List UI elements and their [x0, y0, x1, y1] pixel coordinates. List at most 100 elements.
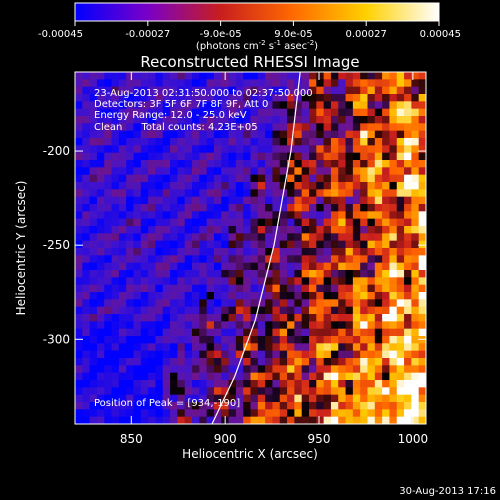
heatmap-pixel: [243, 233, 251, 242]
heatmap-pixel: [148, 101, 156, 110]
heatmap-pixel: [389, 321, 398, 330]
heatmap-pixel: [192, 262, 200, 271]
heatmap-pixel: [272, 343, 281, 352]
heatmap-pixel: [418, 284, 426, 293]
heatmap-pixel: [279, 240, 288, 249]
heatmap-pixel: [140, 328, 149, 337]
heatmap-pixel: [382, 226, 390, 234]
heatmap-pixel: [396, 233, 405, 242]
heatmap-pixel: [192, 101, 200, 110]
heatmap-pixel: [294, 196, 303, 205]
heatmap-pixel: [265, 94, 273, 102]
heatmap-pixel: [272, 174, 281, 183]
heatmap-pixel: [199, 160, 208, 168]
heatmap-pixel: [272, 336, 281, 344]
heatmap-pixel: [301, 306, 310, 315]
heatmap-pixel: [82, 233, 91, 242]
heatmap-pixel: [265, 321, 273, 330]
heatmap-pixel: [213, 101, 222, 110]
heatmap-pixel: [374, 292, 383, 300]
heatmap-pixel: [213, 350, 222, 359]
heatmap-pixel: [192, 72, 200, 80]
heatmap-pixel: [155, 145, 164, 154]
heatmap-pixel: [294, 409, 303, 418]
heatmap-pixel: [96, 123, 105, 132]
heatmap-pixel: [235, 101, 244, 110]
heatmap-pixel: [243, 372, 251, 381]
heatmap-pixel: [345, 233, 354, 242]
heatmap-pixel: [133, 79, 142, 88]
heatmap-pixel: [243, 138, 251, 146]
heatmap-pixel: [257, 101, 266, 110]
heatmap-pixel: [228, 211, 237, 220]
heatmap-pixel: [133, 255, 142, 264]
heatmap-pixel: [213, 152, 222, 161]
heatmap-pixel: [272, 299, 281, 308]
heatmap-pixel: [309, 116, 317, 124]
heatmap-pixel: [309, 336, 317, 344]
heatmap-pixel: [330, 116, 339, 124]
heatmap-pixel: [162, 240, 171, 249]
heatmap-pixel: [287, 86, 295, 95]
heatmap-pixel: [294, 299, 303, 308]
heatmap-pixel: [250, 130, 259, 139]
heatmap-pixel: [374, 233, 383, 242]
heatmap-pixel: [75, 152, 83, 161]
heatmap-pixel: [82, 343, 91, 352]
heatmap-pixel: [228, 328, 237, 337]
heatmap-pixel: [301, 218, 310, 227]
heatmap-pixel: [382, 387, 390, 396]
heatmap-pixel: [96, 336, 105, 344]
heatmap-pixel: [170, 409, 178, 418]
heatmap-pixel: [309, 306, 317, 315]
heatmap-pixel: [265, 218, 273, 227]
heatmap-pixel: [96, 182, 105, 190]
heatmap-pixel: [404, 416, 412, 424]
heatmap-pixel: [272, 402, 281, 410]
heatmap-pixel: [162, 226, 171, 234]
heatmap-pixel: [140, 416, 149, 424]
heatmap-pixel: [382, 72, 390, 80]
heatmap-pixel: [155, 86, 164, 95]
heatmap-pixel: [250, 380, 259, 388]
heatmap-pixel: [89, 108, 98, 117]
heatmap-pixel: [104, 86, 112, 95]
heatmap-pixel: [418, 343, 426, 352]
heatmap-pixel: [301, 160, 310, 168]
heatmap-pixel: [243, 86, 251, 95]
heatmap-pixel: [294, 343, 303, 352]
heatmap-pixel: [265, 167, 273, 176]
heatmap-pixel: [199, 387, 208, 396]
heatmap-pixel: [75, 240, 83, 249]
heatmap-pixel: [228, 277, 237, 286]
heatmap-pixel: [257, 145, 266, 154]
heatmap-pixel: [360, 409, 368, 418]
heatmap-pixel: [235, 226, 244, 234]
heatmap-pixel: [301, 138, 310, 146]
heatmap-pixel: [316, 240, 325, 249]
heatmap-pixel: [82, 306, 91, 315]
heatmap-pixel: [382, 262, 390, 271]
heatmap-pixel: [170, 240, 178, 249]
heatmap-pixel: [170, 211, 178, 220]
heatmap-pixel: [118, 211, 127, 220]
heatmap-pixel: [367, 189, 376, 198]
heatmap-pixel: [89, 306, 98, 315]
heatmap-pixel: [309, 204, 317, 212]
heatmap-pixel: [213, 86, 222, 95]
heatmap-pixel: [294, 365, 303, 374]
heatmap-pixel: [389, 240, 398, 249]
heatmap-pixel: [338, 416, 346, 424]
heatmap-pixel: [323, 218, 332, 227]
heatmap-pixel: [279, 262, 288, 271]
heatmap-pixel: [162, 372, 171, 381]
heatmap-pixel: [309, 86, 317, 95]
heatmap-pixel: [133, 314, 142, 322]
heatmap-pixel: [382, 372, 390, 381]
heatmap-pixel: [418, 394, 426, 403]
heatmap-pixel: [140, 299, 149, 308]
heatmap-pixel: [206, 314, 215, 322]
heatmap-pixel: [330, 189, 339, 198]
heatmap-pixel: [140, 284, 149, 293]
heatmap-pixel: [411, 306, 420, 315]
